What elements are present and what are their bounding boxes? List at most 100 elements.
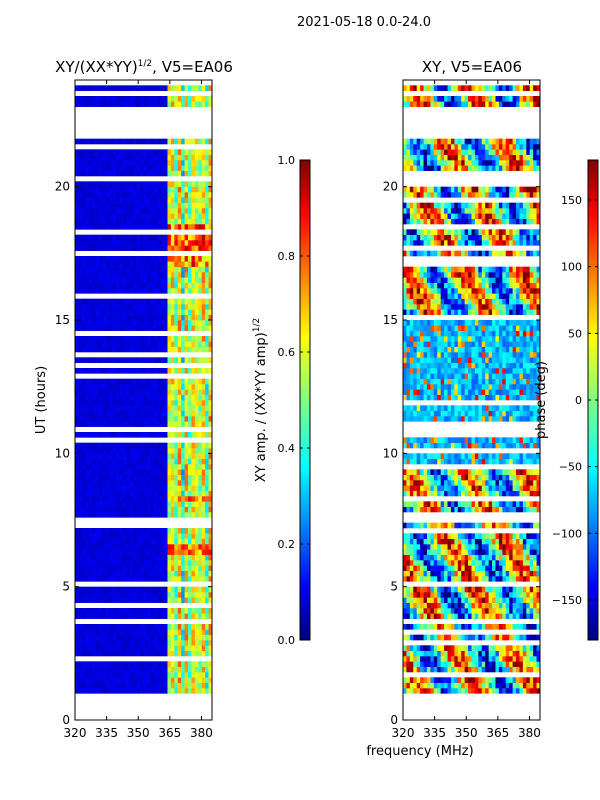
amplitude-cell [119,528,124,534]
phase-cell [444,613,448,619]
phase-cell [426,474,431,481]
phase-cell [461,608,466,614]
amplitude-cell [136,501,141,507]
amplitude-cell [177,453,182,459]
amplitude-cell [95,346,100,353]
amplitude-cell [105,256,110,262]
amplitude-cell [122,341,127,347]
phase-cell [403,501,407,507]
phase-cell [478,570,483,577]
amplitude-cell [116,336,120,342]
phase-cell [512,544,517,550]
amplitude-cell [164,421,168,427]
amplitude-cell [191,512,196,518]
amplitude-cell [119,245,124,251]
phase-cell [413,613,418,619]
phase-cell [430,458,435,465]
amplitude-cell [198,197,203,203]
phase-cell [409,688,414,694]
amplitude-cell [102,442,107,449]
phase-cell [481,474,486,481]
amplitude-cell [164,480,168,486]
amplitude-cell [208,560,213,566]
amplitude-cell [201,666,206,673]
amplitude-cell [105,240,110,246]
phase-cell [440,592,445,598]
phase-cell [533,538,537,545]
phase-cell [529,544,534,550]
amplitude-cell [109,629,114,635]
amplitude-cell [98,181,103,187]
amplitude-cell [81,464,86,470]
amplitude-cell [105,512,110,518]
phase-cell [533,554,537,561]
amplitude-cell [78,560,83,566]
amplitude-cell [177,613,182,619]
amplitude-cell [208,549,213,555]
amplitude-cell [81,325,86,331]
amplitude-cell [194,661,199,667]
amplitude-cell [181,149,186,155]
amplitude-cell [191,304,196,310]
phase-cell [526,576,531,582]
phase-cell [474,570,479,577]
phase-cell [505,522,510,529]
amplitude-cell [92,629,96,635]
amplitude-cell [95,149,100,155]
amplitude-cell [109,197,114,203]
amplitude-cell [157,448,162,454]
amplitude-cell [205,640,209,646]
amplitude-cell [105,586,110,593]
amplitude-cell [75,192,79,198]
amplitude-cell [126,149,131,155]
amplitude-cell [102,592,107,598]
amplitude-cell [167,298,172,305]
amplitude-cell [198,320,203,326]
amplitude-cell [126,613,131,619]
amplitude-cell [170,645,175,651]
amplitude-cell [174,586,179,593]
phase-cell [526,586,531,593]
phase-cell [522,485,527,491]
amplitude-cell [85,309,90,315]
amplitude-cell [191,341,196,347]
phase-cell [509,608,514,614]
amplitude-cell [153,432,158,438]
phase-cell [529,565,534,571]
phase-cell [481,634,486,641]
amplitude-cell [126,336,131,342]
amplitude-cell [75,480,79,486]
amplitude-cell [102,138,107,145]
phase-cell [474,480,479,486]
amplitude-cell [92,474,96,481]
amplitude-cell [150,149,155,155]
amplitude-cell [160,346,165,353]
phase-cell [536,645,541,651]
amplitude-cell [95,314,100,321]
amplitude-cell [136,298,141,305]
amplitude-cell [92,640,96,646]
amplitude-cell [201,224,206,230]
amplitude-cell [133,538,138,545]
phase-cell [409,565,414,571]
amplitude-cell [88,586,93,593]
amplitude-cell [181,490,186,497]
amplitude-cell [112,341,117,347]
amplitude-cell [188,336,192,342]
amplitude-cell [78,624,83,630]
amplitude-cell [102,421,107,427]
amplitude-cell [119,357,124,363]
amplitude-cell [102,277,107,283]
phase-cell [509,490,514,497]
amplitude-cell [75,314,79,321]
amplitude-cell [98,474,103,481]
amplitude-cell [122,378,127,385]
amplitude-cell [75,320,79,326]
amplitude-cell [146,496,151,502]
amplitude-cell [92,442,96,449]
amplitude-cell [167,149,172,155]
amplitude-cell [126,101,131,107]
amplitude-cell [170,181,175,187]
amplitude-cell [170,512,175,518]
amplitude-cell [208,432,213,438]
